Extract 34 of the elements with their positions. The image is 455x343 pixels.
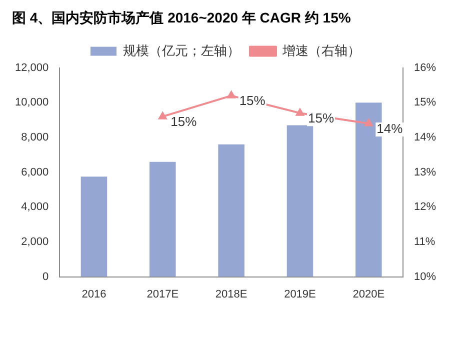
y-tick-label: 8,000 [21,132,49,144]
x-tick-label: 2016 [82,288,106,300]
y2-tick-label: 14% [414,132,436,144]
legend-label: 规模（亿元；左轴） [123,42,240,58]
point [227,91,236,98]
x-tick-label: 2020E [352,288,385,300]
y2-tick-label: 13% [414,166,436,178]
data-label: 15% [308,110,334,126]
y-tick-label: 12,000 [14,62,49,74]
y2-tick-label: 16% [414,62,436,74]
y-tick-label: 6,000 [21,166,49,178]
y2-tick-label: 11% [414,236,436,248]
data-label: 15% [170,114,198,130]
x-tick-label: 2019E [284,288,316,300]
y2-tick-label: 10% [414,270,436,283]
y2-tick-label: 15% [414,96,436,109]
y2-tick-label: 12% [414,201,436,214]
bar [218,144,244,277]
y-tick-label: 10,000 [14,96,49,109]
point [158,112,167,120]
bar [286,125,314,277]
x-tick-label: 2018E [215,288,248,300]
point [296,108,304,116]
x-tick-label: 2017E [146,288,179,300]
point [364,119,373,126]
y-tick-label: 4,000 [21,201,49,214]
data-label: 15% [239,93,266,108]
y-tick-label: 0 [42,270,49,283]
legend-label: 增速（右轴） [282,42,360,58]
chart-title: 图 4、国内安防市场产值 2016~2020 年 CAGR 约 15% [12,9,352,26]
bar [80,176,108,277]
bar [150,162,176,277]
data-label: 14% [376,121,404,136]
y-tick-label: 2,000 [21,236,49,248]
